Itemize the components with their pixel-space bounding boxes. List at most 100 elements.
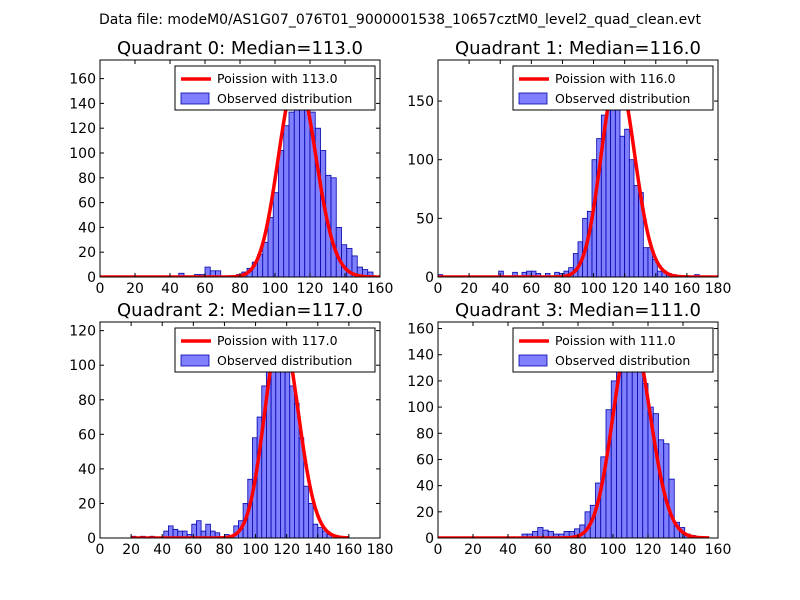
histogram-bar — [196, 520, 202, 538]
y-tick-label: 40 — [78, 462, 96, 478]
x-tick-label: 120 — [611, 281, 638, 297]
histogram-bar — [288, 111, 295, 277]
x-tick-label: 140 — [332, 281, 359, 297]
x-tick-label: 160 — [367, 281, 394, 297]
x-tick-label: 160 — [336, 542, 363, 558]
y-tick-label: 140 — [69, 96, 96, 112]
x-tick-label: 60 — [522, 281, 540, 297]
x-tick-label: 60 — [184, 542, 202, 558]
x-tick-label: 100 — [600, 542, 627, 558]
histogram-bar — [610, 103, 616, 277]
legend-box — [512, 327, 714, 373]
x-tick-label: 60 — [196, 281, 214, 297]
x-tick-label: 40 — [491, 281, 509, 297]
x-tick-label: 100 — [262, 281, 289, 297]
y-tick-label: 20 — [416, 505, 434, 521]
panel-title: Quadrant 2: Median=117.0 — [117, 300, 363, 321]
panel-title: Quadrant 3: Median=111.0 — [455, 300, 701, 321]
y-tick-label: 100 — [407, 400, 434, 416]
axes-frame — [99, 321, 381, 539]
y-tick-label: 100 — [407, 153, 434, 169]
chart-panel-1: 0 20 40 60 80 100 120 140 160 180050100150Quadran… — [407, 38, 731, 297]
x-tick-label: 80 — [216, 542, 234, 558]
y-tick-label: 40 — [416, 479, 434, 495]
histogram-bar — [168, 525, 174, 538]
histogram-bar — [278, 150, 285, 277]
x-tick-label: 0 — [96, 281, 105, 297]
y-tick-label: 0 — [87, 270, 96, 286]
y-tick-label: 0 — [87, 531, 96, 547]
poisson-curve — [130, 329, 350, 538]
histogram-bar — [642, 247, 649, 277]
histogram-bar — [341, 244, 348, 277]
x-tick-label: 120 — [635, 542, 662, 558]
panel-title: Quadrant 1: Median=116.0 — [455, 38, 701, 59]
histogram-bar — [284, 357, 291, 538]
histogram-bar — [621, 343, 628, 538]
x-tick-label: 160 — [674, 281, 701, 297]
legend-label-observed: Observed distribution — [555, 353, 690, 368]
legend: Poission with 117.0 Observed distribution — [174, 327, 376, 373]
x-tick-label: 20 — [464, 542, 482, 558]
y-tick-label: 60 — [78, 427, 96, 443]
x-tick-label: 140 — [642, 281, 669, 297]
histogram — [178, 70, 374, 277]
x-tick-label: 40 — [499, 542, 517, 558]
histogram-bar — [317, 527, 323, 538]
histogram-bar — [289, 385, 295, 538]
x-tick-label: 40 — [153, 542, 171, 558]
legend-bar-swatch — [518, 354, 548, 367]
x-tick-label: 140 — [670, 542, 697, 558]
poisson-curve — [438, 73, 718, 277]
histogram-bar — [628, 159, 635, 277]
x-tick-label: 40 — [161, 281, 179, 297]
histogram — [521, 334, 701, 538]
y-tick-label: 80 — [78, 171, 96, 187]
chart-panel-3: 0 20 40 60 80 100 120 140 160 0 20 40 60 80 100 120 140 1… — [407, 300, 731, 558]
x-tick-label: 160 — [705, 542, 732, 558]
x-tick-label: 20 — [126, 281, 144, 297]
x-tick-label: 80 — [231, 281, 249, 297]
x-tick-label: 0 — [434, 542, 443, 558]
y-tick-label: 0 — [425, 531, 434, 547]
y-tick-label: 160 — [407, 322, 434, 338]
chart-panel-2: 0 20 40 60 80 100 120 140 160 180020406080100120Q… — [69, 300, 393, 558]
y-tick-label: 20 — [78, 245, 96, 261]
histogram-bar — [614, 91, 621, 277]
histogram-bar — [308, 503, 314, 538]
histogram-bar — [637, 364, 644, 538]
y-tick-label: 0 — [425, 270, 434, 286]
legend-label-poisson: Poission with 117.0 — [217, 333, 338, 348]
x-tick-label: 100 — [580, 281, 607, 297]
x-tick-label: 180 — [705, 281, 732, 297]
y-tick-label: 80 — [416, 426, 434, 442]
histogram-bar — [283, 125, 290, 277]
y-tick-label: 160 — [69, 72, 96, 88]
histogram-bar — [633, 185, 640, 277]
y-tick-label: 120 — [69, 121, 96, 137]
poisson-curve — [438, 331, 710, 538]
legend: Poission with 116.0 Observed distribution — [512, 65, 714, 111]
x-tick-label: 20 — [122, 542, 140, 558]
axes-frame — [437, 59, 719, 278]
x-tick-label: 0 — [96, 542, 105, 558]
legend-label-poisson: Poission with 116.0 — [555, 71, 676, 86]
x-tick-label: 120 — [273, 542, 300, 558]
legend: Poission with 111.0 Observed distribution — [512, 327, 714, 373]
y-tick-label: 120 — [69, 324, 96, 340]
histogram-bar — [293, 100, 300, 277]
legend-bar-swatch — [180, 92, 210, 105]
histogram-bar — [367, 271, 374, 277]
histogram-bar — [312, 523, 319, 538]
legend-box — [174, 65, 376, 111]
histogram-bar — [280, 350, 286, 538]
y-tick-label: 100 — [69, 358, 96, 374]
histogram-bar — [272, 192, 279, 277]
histogram-bar — [262, 241, 269, 277]
y-tick-label: 150 — [407, 94, 434, 110]
histogram-bar — [205, 523, 211, 538]
y-tick-label: 40 — [78, 220, 96, 236]
legend-bar-swatch — [180, 354, 210, 367]
legend-bar-swatch — [518, 92, 548, 105]
